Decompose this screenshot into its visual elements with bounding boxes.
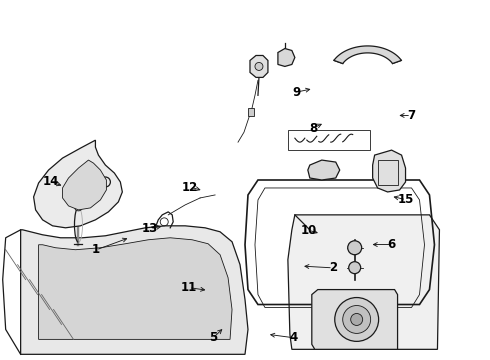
Polygon shape <box>278 49 295 67</box>
Text: 10: 10 <box>300 224 317 237</box>
Polygon shape <box>250 55 268 77</box>
Polygon shape <box>248 108 254 116</box>
Text: 4: 4 <box>290 331 298 344</box>
Polygon shape <box>39 238 232 339</box>
Text: 3: 3 <box>356 308 364 321</box>
Text: 14: 14 <box>43 175 59 188</box>
Polygon shape <box>288 215 440 349</box>
Text: 12: 12 <box>182 181 198 194</box>
Text: 15: 15 <box>398 193 415 206</box>
Polygon shape <box>312 289 397 349</box>
Polygon shape <box>372 150 406 192</box>
Text: 5: 5 <box>209 331 218 344</box>
Circle shape <box>335 298 379 341</box>
Text: 11: 11 <box>181 281 197 294</box>
Circle shape <box>349 262 361 274</box>
Polygon shape <box>63 160 106 210</box>
Circle shape <box>255 62 263 71</box>
Circle shape <box>74 203 82 211</box>
Circle shape <box>348 241 362 255</box>
Circle shape <box>343 306 370 333</box>
Text: 6: 6 <box>388 238 396 251</box>
Text: 8: 8 <box>309 122 318 135</box>
Polygon shape <box>21 226 248 354</box>
Text: 7: 7 <box>407 109 415 122</box>
Polygon shape <box>34 140 122 228</box>
Text: 1: 1 <box>92 243 100 256</box>
Text: 13: 13 <box>142 222 158 235</box>
Polygon shape <box>308 160 340 180</box>
Text: 9: 9 <box>292 86 300 99</box>
Text: 2: 2 <box>329 261 337 274</box>
Polygon shape <box>334 46 401 64</box>
Circle shape <box>351 314 363 325</box>
